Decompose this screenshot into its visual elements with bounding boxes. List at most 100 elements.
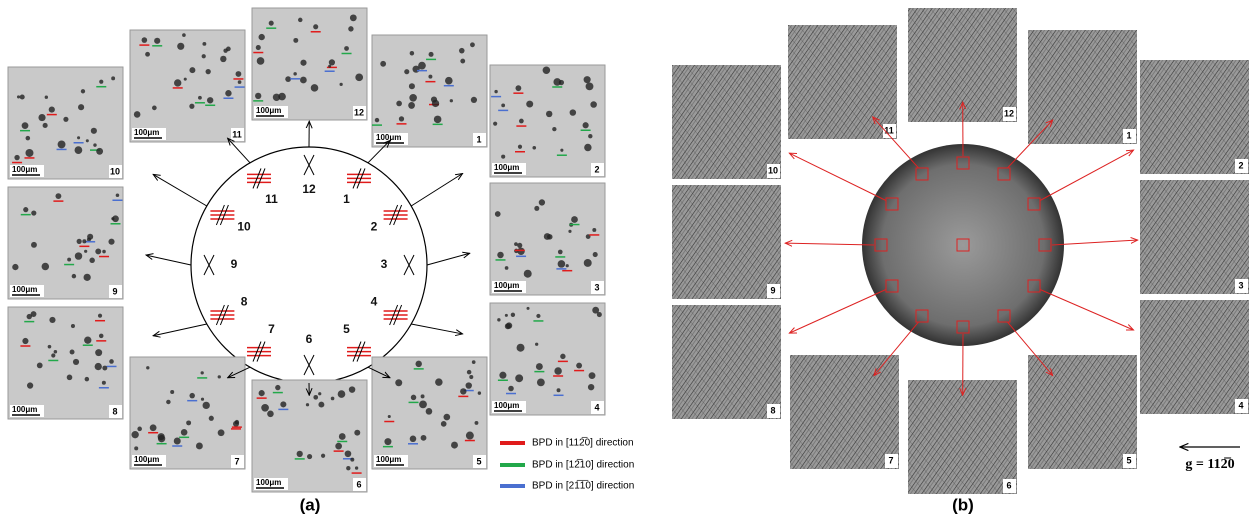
etch-pit (259, 390, 265, 396)
etch-pit (82, 239, 86, 243)
etch-pit (102, 381, 106, 385)
etch-pit (534, 206, 539, 211)
clock-label: 2 (371, 220, 378, 234)
etch-pit (14, 155, 19, 160)
etch-pit (58, 140, 66, 148)
tile-image (252, 8, 367, 120)
etch-pit (313, 24, 318, 29)
etch-pit (84, 250, 87, 253)
tile-image (490, 303, 605, 415)
etch-pit (131, 431, 138, 438)
etch-pit (98, 314, 102, 318)
etch-pit (384, 438, 391, 445)
etch-pit (86, 139, 89, 142)
etch-pit (558, 260, 566, 268)
arrow (1040, 150, 1133, 200)
etch-pit (497, 252, 504, 259)
tile-texture (672, 305, 781, 419)
clock-label: 5 (343, 322, 350, 336)
scale-bar-label: 100μm (134, 455, 159, 464)
cross-symbol (304, 355, 314, 375)
etch-pit (497, 318, 500, 321)
etch-pit (432, 100, 439, 107)
etch-pit (71, 324, 75, 328)
etch-pit (508, 386, 514, 392)
tile-texture (1028, 355, 1137, 469)
etch-pit (338, 390, 346, 398)
tile-label: 5 (476, 456, 481, 466)
xrt-tile: 2 (1140, 60, 1249, 174)
etch-pit (96, 148, 103, 155)
etch-pit (560, 149, 563, 152)
micrograph-tile: 100μm1 (372, 35, 487, 147)
tile-label: 2 (1238, 160, 1243, 170)
etch-pit (91, 128, 97, 134)
etch-pit (553, 78, 561, 86)
scale-bar-label: 100μm (376, 133, 401, 142)
scale-bar-label: 100μm (494, 163, 519, 172)
etch-pit (137, 427, 142, 432)
cross-symbol (404, 255, 414, 275)
etch-pit (142, 37, 148, 43)
etch-pit (445, 77, 453, 85)
arrow (427, 253, 470, 265)
etch-pit (329, 59, 335, 65)
etch-pit (166, 400, 170, 404)
etch-pit (85, 377, 89, 381)
etch-pit (111, 76, 115, 80)
tile-texture (908, 380, 1017, 494)
etch-pit (515, 374, 523, 382)
etch-pit (42, 263, 49, 270)
etch-pit (198, 96, 202, 100)
etch-pit (267, 411, 274, 418)
etch-pit (349, 386, 355, 392)
etch-pit (576, 363, 582, 369)
etch-pit (223, 48, 227, 52)
etch-pit (459, 48, 465, 54)
etch-pit (518, 145, 522, 149)
legend-label: BPD in [12̅10] direction (532, 459, 634, 471)
tile-texture (788, 25, 897, 139)
etch-pit (84, 337, 91, 344)
arrow (153, 324, 207, 336)
etch-pit (38, 114, 45, 121)
tile-label: 1 (1126, 130, 1131, 140)
xrt-tile: 7 (790, 355, 899, 469)
etch-pit (493, 122, 497, 126)
tile-label: 3 (594, 282, 599, 292)
etch-pit (43, 123, 48, 128)
etch-pit (536, 314, 540, 318)
tile-label: 3 (1238, 280, 1243, 290)
scale-bar-label: 100μm (12, 285, 37, 294)
micrograph-tile: 100μm 2 (490, 65, 605, 177)
etch-pit (55, 193, 61, 199)
clock-label: 1 (343, 192, 350, 206)
tile-label: 5 (1126, 455, 1131, 465)
tile-label: 12 (354, 107, 364, 117)
xrt-tile: 11 (788, 25, 897, 139)
etch-pit (48, 345, 52, 349)
etch-pit (280, 401, 286, 407)
arrow (1040, 290, 1133, 331)
etch-pit (174, 79, 181, 86)
etch-pit (49, 317, 55, 323)
arrow (789, 290, 886, 334)
etch-pit (568, 230, 571, 233)
etch-pit (588, 134, 592, 138)
etch-pit (256, 45, 261, 50)
etch-pit (505, 266, 509, 270)
etch-pit (460, 388, 466, 394)
etch-pit (346, 466, 350, 470)
etch-pit (150, 424, 157, 431)
etch-pit (189, 67, 195, 73)
etch-pit (75, 146, 83, 154)
tile-label: 4 (594, 402, 599, 412)
tile-label: 2 (594, 164, 599, 174)
etch-pit (154, 38, 160, 44)
etch-pit (511, 313, 515, 317)
tile-image (130, 357, 245, 469)
scale-bar-label: 100μm (494, 401, 519, 410)
etch-pit (566, 264, 569, 267)
scale-bar-label: 100μm (12, 165, 37, 174)
